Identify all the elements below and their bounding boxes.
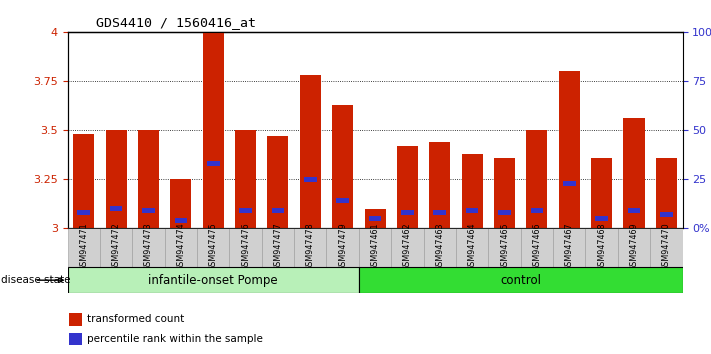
Bar (526, 130, 547, 228)
Bar (304, 177, 316, 182)
Bar (656, 158, 677, 228)
Bar (272, 208, 284, 213)
Text: GSM947463: GSM947463 (435, 223, 444, 271)
Bar (105, 130, 127, 228)
Text: GSM947469: GSM947469 (629, 223, 638, 271)
Text: GSM947477: GSM947477 (274, 223, 282, 272)
Bar (240, 208, 252, 213)
Text: GSM947467: GSM947467 (565, 223, 574, 271)
Bar (203, 32, 224, 228)
Bar (326, 228, 359, 267)
Text: GSM947476: GSM947476 (241, 223, 250, 271)
Bar (336, 198, 349, 203)
Text: disease state: disease state (1, 275, 71, 285)
Bar (488, 228, 520, 267)
Text: GSM947472: GSM947472 (112, 223, 121, 272)
Bar (434, 210, 446, 215)
Bar (391, 228, 424, 267)
Bar (553, 228, 585, 267)
Bar (585, 228, 618, 267)
Text: transformed count: transformed count (87, 314, 184, 325)
Text: GSM947475: GSM947475 (209, 223, 218, 272)
Text: percentile rank within the sample: percentile rank within the sample (87, 334, 263, 344)
Bar (429, 142, 450, 228)
Bar (68, 228, 100, 267)
Bar (100, 228, 132, 267)
Text: GSM947465: GSM947465 (500, 223, 509, 271)
Bar (109, 206, 122, 211)
Bar (332, 104, 353, 228)
Bar (530, 208, 543, 213)
Bar (165, 228, 197, 267)
Bar (520, 228, 553, 267)
Bar (138, 130, 159, 228)
Bar (466, 208, 479, 213)
Bar (624, 118, 645, 228)
Text: GSM947468: GSM947468 (597, 223, 606, 271)
Bar (235, 130, 256, 228)
Text: GSM947464: GSM947464 (468, 223, 476, 271)
Bar (365, 209, 385, 228)
Bar (294, 228, 326, 267)
Bar (171, 179, 191, 228)
Text: GSM947474: GSM947474 (176, 223, 186, 271)
Text: GSM947473: GSM947473 (144, 223, 153, 271)
Bar (660, 212, 673, 217)
Bar (397, 146, 418, 228)
Bar (359, 228, 391, 267)
Bar (207, 161, 220, 166)
Bar (618, 228, 650, 267)
Bar (424, 228, 456, 267)
Bar (174, 218, 187, 223)
Bar (197, 228, 230, 267)
Text: GSM947471: GSM947471 (79, 223, 88, 271)
Bar (77, 210, 90, 215)
Bar (559, 71, 579, 228)
Bar (369, 216, 381, 221)
Bar (401, 210, 414, 215)
Bar (591, 158, 612, 228)
Bar (595, 216, 608, 221)
Bar (300, 75, 321, 228)
Bar (142, 208, 155, 213)
Bar (73, 134, 95, 228)
Bar (359, 267, 683, 293)
Text: control: control (501, 274, 541, 287)
Bar (494, 158, 515, 228)
Text: GSM947462: GSM947462 (403, 223, 412, 271)
Bar (650, 228, 683, 267)
Bar (70, 313, 82, 326)
Bar (267, 136, 289, 228)
Bar (70, 333, 82, 346)
Text: GSM947466: GSM947466 (533, 223, 541, 271)
Text: GSM947478: GSM947478 (306, 223, 315, 271)
Bar (456, 228, 488, 267)
Bar (628, 208, 641, 213)
Text: infantile-onset Pompe: infantile-onset Pompe (149, 274, 278, 287)
Bar (68, 267, 359, 293)
Text: GSM947479: GSM947479 (338, 223, 347, 272)
Bar (230, 228, 262, 267)
Text: GSM947470: GSM947470 (662, 223, 671, 271)
Bar (262, 228, 294, 267)
Bar (498, 210, 510, 215)
Bar (563, 181, 576, 185)
Text: GDS4410 / 1560416_at: GDS4410 / 1560416_at (96, 16, 256, 29)
Bar (132, 228, 165, 267)
Text: GSM947461: GSM947461 (370, 223, 380, 271)
Bar (461, 154, 483, 228)
